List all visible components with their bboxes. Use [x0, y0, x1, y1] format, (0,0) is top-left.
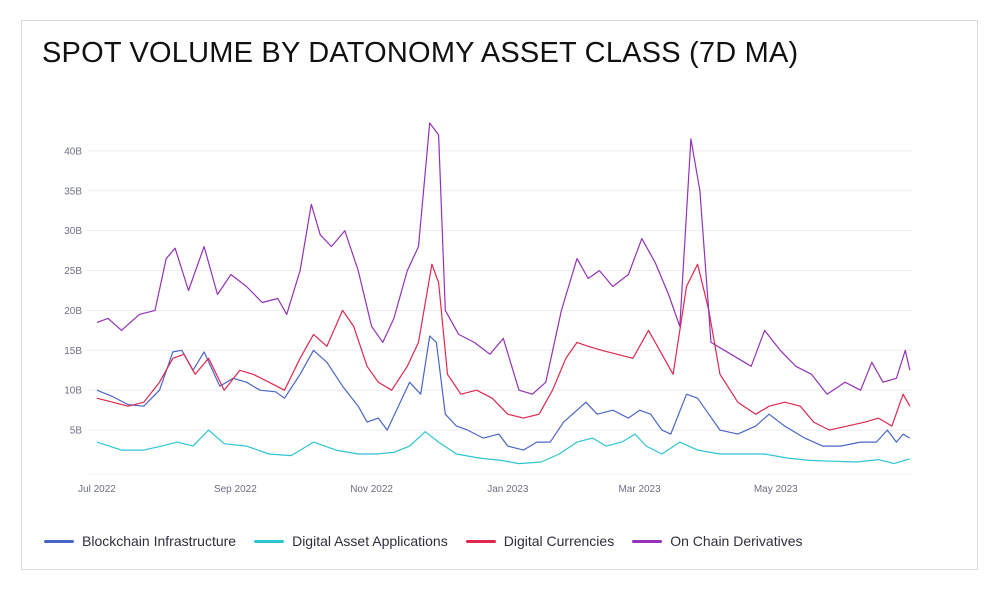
chart-card: SPOT VOLUME BY DATONOMY ASSET CLASS (7D … — [21, 20, 978, 570]
legend-item-digital-asset-applications[interactable]: Digital Asset Applications — [254, 533, 448, 549]
y-tick-label: 20B — [64, 306, 82, 317]
y-tick-label: 35B — [64, 186, 82, 197]
series-line-on-chain-derivatives — [96, 122, 911, 395]
x-tick-label: Jan 2023 — [487, 484, 529, 495]
legend-label: Blockchain Infrastructure — [82, 533, 237, 549]
legend-label: Digital Currencies — [503, 533, 615, 549]
legend-item-digital-currencies[interactable]: Digital Currencies — [465, 533, 615, 549]
chart-title: SPOT VOLUME BY DATONOMY ASSET CLASS (7D … — [42, 37, 799, 69]
x-tick-label: May 2023 — [754, 484, 798, 495]
legend-item-blockchain-infrastructure[interactable]: Blockchain Infrastructure — [44, 533, 236, 549]
y-tick-label: 25B — [64, 266, 82, 277]
series-line-digital-asset-applications — [96, 429, 910, 465]
legend-label: Digital Asset Applications — [292, 533, 448, 549]
y-tick-label: 30B — [64, 226, 82, 237]
legend-swatch — [254, 539, 285, 543]
y-axis-ticks: 5B 10B 15B 20B 25B 30B 35B 40B — [64, 146, 82, 436]
x-axis-ticks: Jul 2022 Sep 2022 Nov 2022 Jan 2023 Mar 2023… — [78, 484, 798, 495]
legend-label: On Chain Derivatives — [670, 533, 803, 549]
legend: Blockchain Infrastructure Digital Asset A… — [44, 533, 802, 549]
y-tick-label: 5B — [70, 426, 83, 437]
y-tick-label: 15B — [64, 346, 82, 357]
series-line-digital-currencies — [96, 263, 911, 431]
legend-swatch — [44, 539, 74, 543]
x-tick-label: Sep 2022 — [214, 484, 257, 495]
y-tick-label: 10B — [64, 386, 82, 397]
series-line-blockchain-infrastructure — [96, 335, 911, 451]
legend-swatch — [632, 539, 663, 543]
x-tick-label: Mar 2023 — [618, 484, 661, 495]
series-lines — [96, 122, 911, 465]
legend-item-on-chain-derivatives[interactable]: On Chain Derivatives — [632, 533, 802, 549]
legend-swatch — [465, 539, 496, 543]
line-chart: 5B 10B 15B 20B 25B 30B 35B 40B Jul 2022 Sep 2022… — [64, 122, 912, 495]
x-tick-label: Jul 2022 — [78, 484, 116, 495]
gridlines — [88, 150, 912, 475]
x-tick-label: Nov 2022 — [350, 484, 393, 495]
y-tick-label: 40B — [64, 146, 82, 157]
